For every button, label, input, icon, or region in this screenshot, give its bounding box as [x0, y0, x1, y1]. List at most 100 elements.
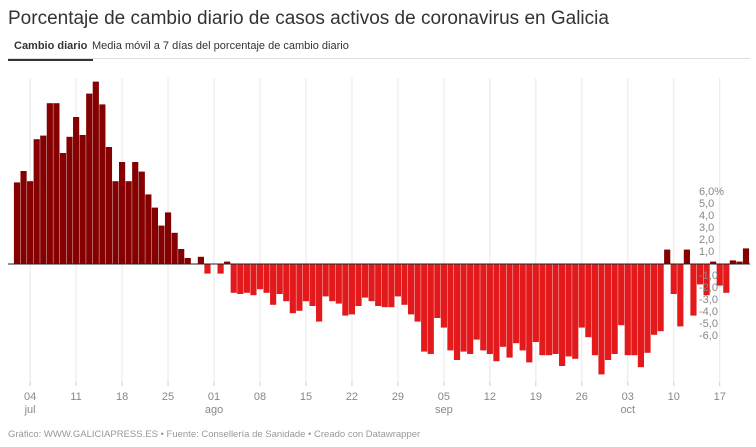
bar	[565, 264, 572, 357]
bar	[309, 264, 316, 306]
bar	[112, 181, 119, 264]
bar	[631, 264, 638, 356]
x-tick-label: 01 ago	[204, 391, 224, 416]
tab[interactable]: Media móvil a 7 días del porcentaje de c…	[92, 40, 349, 52]
bar	[473, 264, 480, 340]
bar	[243, 264, 250, 293]
bar	[230, 264, 237, 293]
bar	[611, 264, 618, 354]
bar	[539, 264, 546, 356]
y-tick-label: -4,0	[699, 306, 718, 318]
bar	[572, 264, 579, 359]
x-tick-label: 29	[391, 391, 405, 403]
bar	[283, 264, 290, 302]
bar	[151, 207, 159, 264]
bar	[355, 264, 362, 306]
bar	[453, 264, 461, 360]
bar	[53, 103, 60, 264]
bar	[499, 264, 507, 347]
bar	[73, 117, 80, 264]
bar	[342, 264, 349, 316]
x-tick-label: 25	[161, 391, 175, 403]
x-tick-label: 26	[575, 391, 588, 403]
bar	[40, 135, 47, 264]
bar	[552, 264, 559, 354]
y-tick-label: 5,0	[699, 198, 715, 210]
x-tick-label: 10	[667, 391, 680, 403]
bar	[322, 264, 329, 297]
bar	[256, 264, 264, 290]
bar	[204, 264, 211, 274]
bar	[132, 162, 139, 264]
bar	[624, 264, 631, 356]
x-tick-label: 05 sep	[435, 391, 453, 416]
bar	[335, 264, 342, 304]
bar	[467, 264, 474, 354]
bar	[289, 264, 296, 314]
footer: Gráfico: WWW.GALICIAPRESS.ES • Fuente: C…	[8, 429, 421, 440]
bar	[716, 264, 723, 286]
bar	[302, 264, 310, 302]
bar	[375, 264, 382, 306]
bar	[33, 139, 40, 264]
bar	[637, 264, 645, 368]
bar	[79, 135, 86, 264]
bar	[447, 264, 454, 351]
bar	[27, 181, 34, 264]
bar	[591, 264, 599, 356]
bar	[276, 264, 283, 294]
bar	[677, 264, 684, 327]
bar	[46, 103, 53, 264]
bar	[86, 93, 93, 264]
bar	[532, 264, 539, 342]
bar	[20, 171, 27, 264]
bar	[66, 136, 73, 264]
bar	[368, 264, 375, 302]
bar	[329, 264, 336, 302]
x-tick-label: 15	[299, 391, 313, 403]
bar	[184, 258, 191, 264]
y-tick-label: -2,0	[699, 282, 718, 294]
bar	[657, 264, 664, 332]
bar	[506, 264, 513, 358]
y-tick-label: 2,0	[699, 234, 715, 246]
bar	[13, 182, 21, 264]
bar	[296, 264, 303, 311]
bar	[559, 264, 566, 366]
bar	[664, 249, 671, 264]
bar	[381, 264, 388, 308]
x-tick-label: 03 oct	[620, 391, 636, 416]
bar	[696, 264, 704, 285]
bar	[736, 261, 743, 264]
bar	[683, 249, 690, 264]
bar	[545, 264, 553, 356]
bar	[138, 171, 145, 264]
bar	[263, 264, 270, 293]
bar	[99, 104, 106, 265]
bar	[585, 264, 592, 338]
tab[interactable]: Cambio diario	[8, 40, 94, 61]
x-tick-label: 12	[483, 391, 496, 403]
bar	[598, 264, 605, 375]
bar	[703, 264, 710, 296]
bar	[460, 264, 467, 352]
y-tick-label: 6,0%	[699, 186, 725, 198]
bar	[197, 256, 204, 264]
bar	[486, 264, 493, 354]
bar	[217, 264, 224, 274]
bar	[158, 225, 165, 264]
tab-divider	[8, 58, 750, 59]
bar	[348, 264, 356, 315]
x-tick-label: 11	[70, 391, 82, 403]
x-tick-label: 18	[115, 391, 129, 403]
bar	[394, 264, 402, 297]
bar	[316, 264, 323, 322]
bar	[250, 264, 257, 296]
bar	[145, 194, 152, 264]
bar	[434, 264, 441, 318]
bar	[407, 264, 415, 315]
bar	[171, 232, 178, 264]
bar	[388, 264, 395, 308]
